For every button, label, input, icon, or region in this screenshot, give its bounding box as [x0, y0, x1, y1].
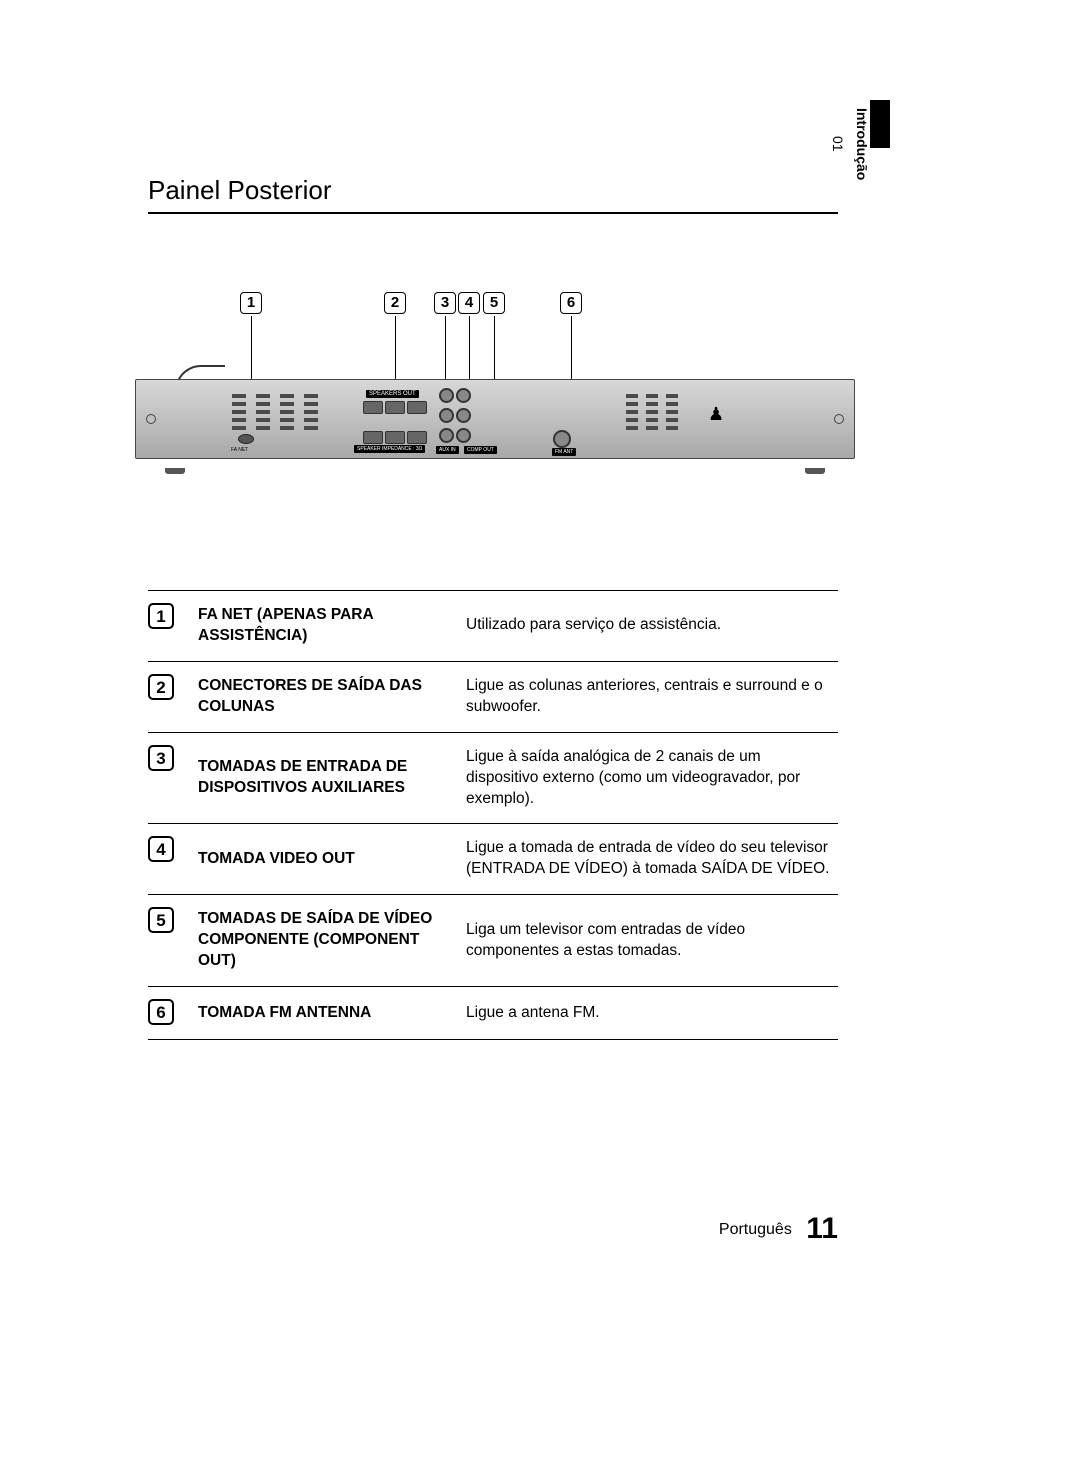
footer-page-number: 11	[806, 1212, 838, 1245]
table-row: 2 CONECTORES DE SAÍDA DAS COLUNASLigue as…	[148, 661, 838, 732]
row-description: Ligue a tomada de entrada de vídeo do se…	[458, 824, 838, 895]
fanet-label: FA NET	[228, 446, 251, 454]
page-footer: Português 11	[0, 1212, 838, 1246]
speakers-ports	[362, 400, 428, 450]
table-row: 3 TOMADAS DE ENTRADA DE DISPOSITIVOS AUXI…	[148, 732, 838, 824]
row-label: TOMADA VIDEO OUT	[190, 824, 458, 895]
table-row: 1 FA NET (Apenas para assistência)Utiliza…	[148, 591, 838, 662]
vent-right	[626, 394, 678, 430]
section-name: Introdução	[854, 108, 870, 180]
table-row: 5 TOMADAS DE SAÍDA DE VÍDEO COMPONENTE (C…	[148, 895, 838, 987]
row-description: Ligue a antena FM.	[458, 987, 838, 1040]
device-foot-right	[805, 468, 825, 474]
table-row: 6 TOMADA FM ANTENNALigue a antena FM.	[148, 987, 838, 1040]
heading-wrap: Painel Posterior	[148, 175, 838, 214]
side-tab-marker	[870, 100, 890, 148]
antenna-icon: ♟	[708, 404, 724, 425]
section-number: 01	[830, 136, 846, 152]
row-label: FA NET (Apenas para assistência)	[190, 591, 458, 662]
footer-language: Português	[719, 1221, 792, 1238]
callout-2: 2	[384, 292, 406, 314]
fmant-label: FM ANT	[552, 448, 576, 456]
row-label: CONECTORES DE SAÍDA DAS COLUNAS	[190, 661, 458, 732]
row-number: 2	[148, 674, 174, 700]
row-description: Ligue à saída analógica de 2 canais de u…	[458, 732, 838, 824]
row-label: TOMADA FM ANTENNA	[190, 987, 458, 1040]
compout-label: COMP OUT	[464, 446, 497, 454]
fanet-text: FA NET	[231, 447, 248, 453]
device-body: FA NET SPEAKERS OUT SPEAKER IMPEDANCE : …	[135, 379, 855, 459]
row-description: Liga um televisor com entradas de vídeo …	[458, 895, 838, 987]
row-label: TOMADAS DE SAÍDA DE VÍDEO COMPONENTE (CO…	[190, 895, 458, 987]
device-foot-left	[165, 468, 185, 474]
speaker-imp-label: SPEAKER IMPEDANCE : 3Ω	[354, 445, 425, 453]
av-ports	[438, 388, 472, 448]
callout-5: 5	[483, 292, 505, 314]
row-description: Utilizado para serviço de assistência.	[458, 591, 838, 662]
rear-panel-table: 1 FA NET (Apenas para assistência)Utiliza…	[148, 590, 838, 1040]
callout-3: 3	[434, 292, 456, 314]
callout-1: 1	[240, 292, 262, 314]
row-number: 5	[148, 907, 174, 933]
speakers-out-label: SPEAKERS OUT	[366, 390, 419, 398]
vent-left	[232, 394, 318, 430]
fanet-port	[238, 434, 254, 444]
device-illustration: FA NET SPEAKERS OUT SPEAKER IMPEDANCE : …	[135, 373, 855, 468]
page-heading: Painel Posterior	[148, 175, 838, 214]
auxin-label: AUX IN	[436, 446, 459, 454]
row-label: TOMADAS DE ENTRADA DE DISPOSITIVOS AUXIL…	[190, 732, 458, 824]
row-number: 3	[148, 745, 174, 771]
table-row: 4 TOMADA VIDEO OUTLigue a tomada de entra…	[148, 824, 838, 895]
row-number: 6	[148, 999, 174, 1025]
row-number: 1	[148, 603, 174, 629]
callout-4: 4	[458, 292, 480, 314]
side-tab: 01 Introdução	[830, 108, 870, 180]
row-description: Ligue as colunas anteriores, centrais e …	[458, 661, 838, 732]
callout-6: 6	[560, 292, 582, 314]
row-number: 4	[148, 836, 174, 862]
